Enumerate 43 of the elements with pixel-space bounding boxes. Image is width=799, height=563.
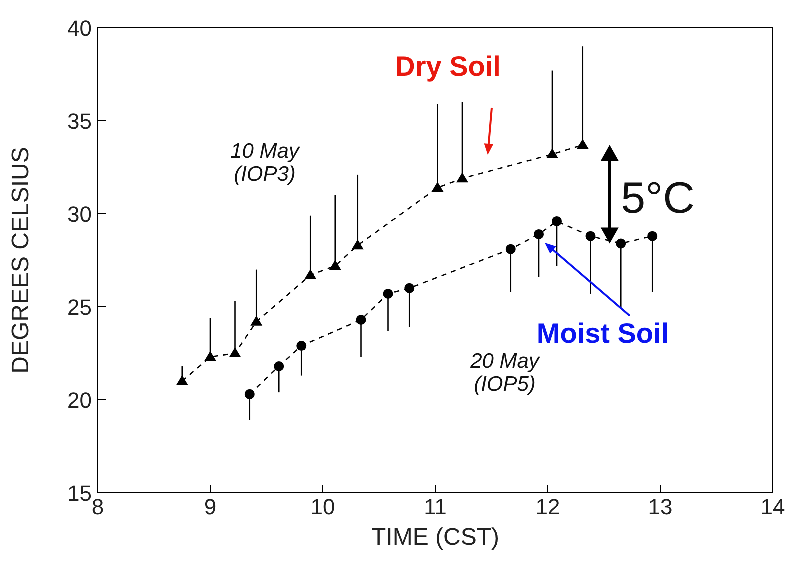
point	[456, 172, 468, 183]
point	[304, 269, 317, 280]
y-tick-label: 40	[68, 16, 92, 41]
annotation: Moist Soil	[536, 318, 670, 349]
point	[546, 148, 558, 158]
y-tick-label: 25	[68, 294, 92, 320]
point	[250, 316, 263, 326]
point	[552, 216, 562, 226]
x-tick-label: 8	[92, 494, 104, 520]
x-tick-label: 9	[204, 494, 217, 520]
point	[274, 362, 284, 372]
point	[176, 375, 188, 386]
y-axis-title: DEGREES CELSIUS	[8, 147, 35, 374]
point	[383, 288, 394, 299]
point	[616, 238, 626, 249]
annotation: 10 May (IOP3)	[230, 140, 301, 186]
point	[204, 351, 216, 362]
x-tick-label: 12	[536, 494, 560, 520]
point	[534, 229, 544, 240]
y-tick-label: 35	[68, 108, 92, 134]
y-tick-label: 30	[68, 202, 92, 227]
point	[329, 260, 342, 270]
y-tick-label: 20	[68, 388, 92, 413]
annotation: 5°C	[621, 174, 695, 223]
point	[586, 231, 596, 242]
point	[506, 244, 516, 254]
point	[229, 348, 242, 358]
point	[352, 240, 364, 250]
point	[296, 341, 307, 352]
annotation: Dry Soil	[395, 51, 501, 82]
x-tick-label: 10	[310, 494, 336, 520]
y-tick-label: 15	[68, 480, 92, 506]
x-tick-label: 11	[424, 494, 447, 520]
point	[244, 389, 255, 400]
annotation: 20 May (IOP5)	[470, 350, 541, 396]
point	[648, 231, 658, 242]
x-tick-label: 13	[648, 494, 673, 520]
point	[356, 315, 366, 326]
x-axis-title: TIME (CST)	[372, 524, 500, 551]
point	[404, 283, 415, 294]
point	[432, 182, 444, 192]
x-tick-label: 14	[760, 494, 786, 520]
point	[576, 139, 589, 150]
